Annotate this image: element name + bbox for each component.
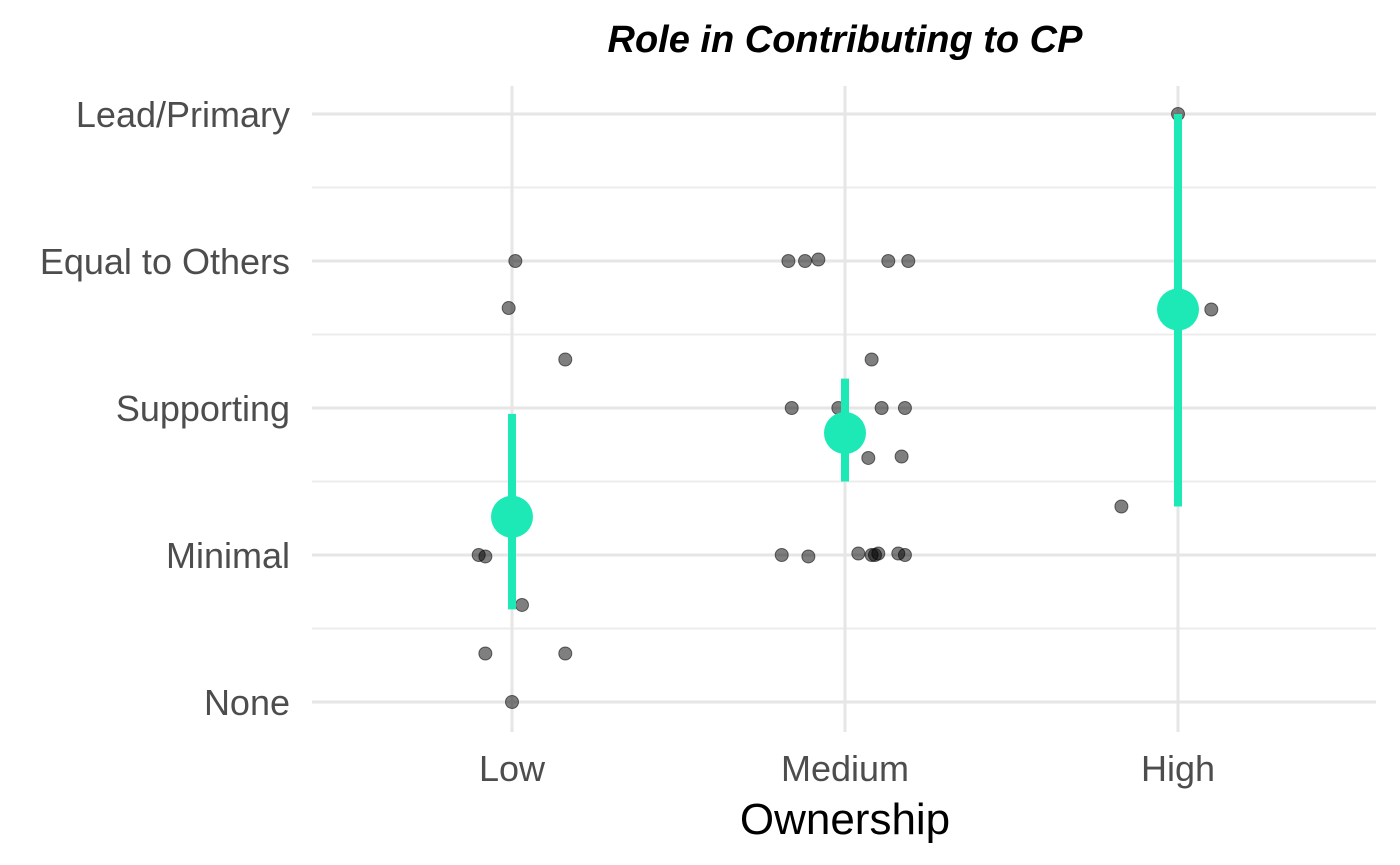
data-point [505, 695, 519, 709]
data-point [558, 352, 573, 367]
y-tick-label: None [204, 682, 290, 723]
data-point [871, 546, 886, 561]
data-point [478, 646, 493, 661]
mean-point [1157, 288, 1199, 331]
data-point [864, 352, 879, 367]
y-tick-label: Lead/Primary [76, 94, 290, 135]
data-point [798, 254, 813, 268]
data-point [897, 401, 912, 415]
y-tick-label: Supporting [116, 388, 290, 429]
y-tick-label: Equal to Others [40, 241, 290, 282]
data-point [784, 401, 799, 415]
data-point [1114, 499, 1129, 514]
data-point [1204, 302, 1219, 317]
data-point [501, 301, 516, 316]
x-tick-label: Low [479, 748, 546, 789]
y-axis-ticks: None Minimal Supporting Equal to Others Lead… [40, 94, 290, 723]
data-point [514, 597, 529, 612]
data-point [801, 549, 816, 564]
x-axis-label: Ownership [740, 795, 950, 844]
data-point [851, 546, 866, 561]
data-point [478, 549, 493, 564]
data-point [874, 401, 889, 415]
data-points [471, 107, 1219, 709]
x-tick-label: Medium [781, 748, 909, 789]
data-point [861, 450, 876, 465]
data-point [781, 254, 796, 268]
summary-marks [491, 114, 1199, 610]
data-point [508, 254, 523, 268]
data-point [897, 548, 912, 562]
data-point [901, 254, 916, 268]
mean-point [491, 495, 533, 538]
data-point [558, 646, 573, 661]
data-point [774, 548, 789, 562]
x-axis-ticks: Low Medium High [479, 748, 1215, 789]
data-point [811, 252, 826, 267]
mean-point [824, 411, 866, 454]
data-point [881, 254, 896, 268]
y-tick-label: Minimal [166, 535, 290, 576]
chart-title: Role in Contributing to CP [608, 19, 1084, 61]
x-tick-label: High [1141, 748, 1215, 789]
data-point [894, 449, 909, 464]
